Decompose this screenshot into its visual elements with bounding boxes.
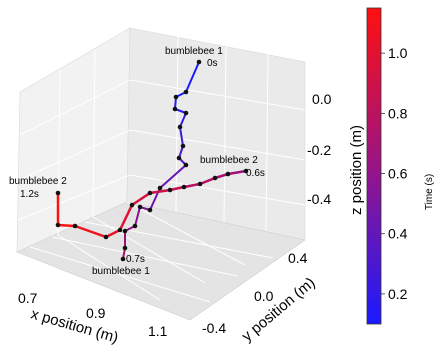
y-tick-label: -0.4 [202, 320, 226, 336]
trajectory-segment [185, 61, 200, 93]
trajectory-point [167, 187, 173, 193]
trajectory-segment [134, 206, 141, 227]
series-bumblebee-1 [120, 59, 202, 262]
annot-bee1-end-name: bumblebee 1 [92, 266, 150, 277]
x-axis-label: x position (m) [29, 306, 120, 347]
colorbar-tick-label: 0.4 [388, 226, 408, 242]
y-axis-ticks: -0.4 0.0 0.4 [202, 250, 308, 336]
trajectory-point [137, 204, 143, 210]
y-tick-label: 0.0 [254, 288, 274, 304]
z-tick-label: -0.4 [307, 191, 331, 207]
y-axis-label: y position (m) [239, 274, 319, 345]
trajectory-segment [182, 182, 202, 189]
trajectory-segment [159, 164, 187, 189]
colorbar-tick-label: 0.8 [388, 105, 408, 121]
colorbar-label: Time (s) [424, 174, 434, 210]
trajectory-point [196, 59, 202, 65]
trajectory-segment [104, 228, 122, 239]
trajectory-segment [73, 224, 108, 239]
trajectory-segment [198, 176, 217, 186]
annot-bee2-end-time: 1.2s [20, 189, 39, 200]
z-axis-label: z position (m) [348, 125, 365, 215]
trajectory-point [243, 168, 249, 174]
trajectory-point [183, 110, 189, 116]
trajectory-point [177, 124, 183, 130]
z-tick-label: 0.0 [312, 91, 332, 107]
colorbar-tick-label: 0.2 [388, 286, 408, 302]
trajectory-point [55, 222, 61, 228]
trajectory-segment [179, 112, 187, 128]
x-tick-label: 0.7 [18, 290, 38, 306]
trajectory-point [129, 202, 135, 208]
trajectory-point [103, 234, 109, 240]
series-bumblebee-2 [55, 168, 249, 240]
trajectory-segment [56, 223, 77, 228]
trajectory-point [132, 223, 138, 229]
trajectory-point [147, 190, 153, 196]
trajectory-point [173, 94, 179, 100]
colorbar-tick-label: 1.0 [388, 45, 408, 61]
trajectory-point [117, 227, 123, 233]
annot-bee1-start-time: 0s [207, 58, 218, 69]
trajectory-point [180, 143, 186, 149]
trajectory-point [122, 228, 128, 234]
x-tick-label: 0.9 [86, 305, 106, 321]
colorbar-gradient [366, 7, 382, 325]
trajectory-point [225, 171, 231, 177]
colorbar-tick-label: 0.6 [388, 166, 408, 182]
annot-bee1-end-time: 0.7s [126, 254, 145, 265]
trajectory-point [55, 190, 61, 196]
trajectory-point [176, 155, 182, 161]
colorbar: 0.2 0.4 0.6 0.8 1.0 Time (s) [366, 7, 434, 325]
trajectory-segment [168, 185, 186, 192]
grid-lines [17, 36, 306, 303]
trajectory-point [197, 181, 203, 187]
trajectory-point [183, 162, 189, 168]
colorbar-ticks: 0.2 0.4 0.6 0.8 1.0 [381, 45, 408, 302]
trajectory-point [120, 256, 126, 262]
trajectory-point [147, 207, 153, 213]
annot-bee2-end-name: bumblebee 2 [9, 176, 67, 187]
trajectory-segment [118, 203, 134, 232]
trajectory-segment [148, 188, 172, 195]
trajectory-segment [226, 169, 248, 176]
trajectory-point [157, 185, 163, 191]
trajectory-point [212, 175, 218, 181]
trajectory-point [172, 106, 178, 112]
trajectory-point [181, 184, 187, 190]
z-axis-ticks: 0.0 -0.2 -0.4 [307, 91, 332, 207]
z-tick-label: -0.2 [307, 142, 331, 158]
annotations: bumblebee 1 0s 0.7s bumblebee 1 bumblebe… [9, 46, 265, 277]
x-axis-ticks: 0.7 0.9 1.1 [18, 290, 168, 339]
x-tick-label: 1.1 [148, 323, 168, 339]
annot-bee1-start-name: bumblebee 1 [165, 46, 223, 57]
annot-bee2-start-time: 0.6s [246, 168, 265, 179]
annot-bee2-start-name: bumblebee 2 [200, 155, 258, 166]
trajectory-segment [130, 191, 152, 207]
trajectory-point [72, 223, 78, 229]
y-tick-label: 0.4 [288, 250, 308, 266]
trajectory-point [122, 245, 128, 251]
trajectory-segment [179, 126, 184, 147]
trajectory-point [183, 89, 189, 95]
